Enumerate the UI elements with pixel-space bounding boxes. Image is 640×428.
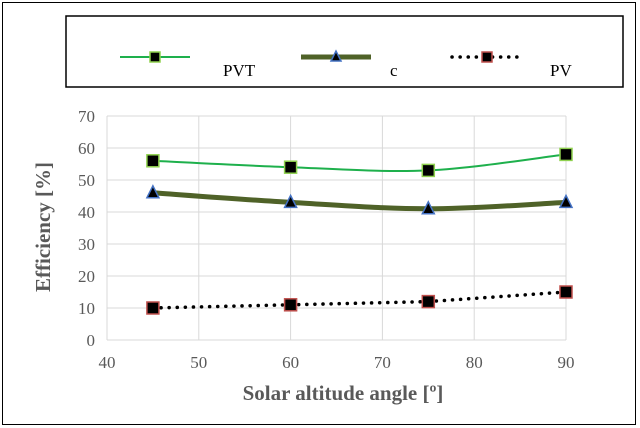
data-point: [421, 163, 436, 178]
legend-label: PVT: [223, 61, 256, 80]
legend: PVT c PV: [120, 49, 572, 80]
y-tick-label: 0: [87, 331, 96, 350]
series-pv: [146, 285, 573, 315]
legend-label: PV: [550, 61, 572, 80]
data-point: [559, 147, 573, 162]
legend-marker: [481, 51, 493, 63]
data-point: [146, 154, 160, 168]
legend-marker: [329, 49, 343, 62]
y-tick-label: 30: [78, 235, 95, 254]
data-point: [421, 200, 436, 215]
data-point: [283, 298, 298, 312]
legend-entry-c: c: [301, 49, 398, 80]
series-pvt: [146, 147, 573, 178]
legend-label: c: [390, 61, 398, 80]
data-point: [145, 184, 161, 199]
x-tick-label: 70: [374, 353, 391, 372]
series-line: [151, 290, 568, 310]
x-tick-label: 90: [558, 353, 575, 372]
series-c: [145, 184, 574, 215]
x-tick-label: 50: [190, 353, 207, 372]
y-tick-label: 20: [78, 267, 95, 286]
x-axis-title: Solar altitude angle [º]: [243, 381, 444, 405]
y-tick-label: 70: [78, 107, 95, 126]
y-tick-label: 40: [78, 203, 95, 222]
series-line: [152, 153, 567, 173]
y-tick-label: 10: [78, 299, 95, 318]
data-point: [146, 301, 160, 315]
data-point: [421, 294, 436, 309]
tick-labels: 0 10 20 30 40 50 60 70 40 50 60 70 80 90: [78, 107, 575, 372]
series-layer: [145, 147, 574, 315]
x-tick-label: 60: [282, 353, 299, 372]
grid: [106, 115, 567, 341]
data-point: [283, 193, 298, 209]
y-axis-title: Efficiency [%]: [31, 162, 55, 292]
x-tick-label: 40: [99, 353, 116, 372]
legend-marker: [149, 51, 161, 63]
data-point: [283, 160, 298, 174]
data-point: [558, 193, 574, 209]
legend-entry-pv: PV: [450, 51, 572, 80]
series-line: [152, 190, 567, 212]
y-tick-label: 50: [78, 171, 95, 190]
legend-entry-pvt: PVT: [120, 51, 256, 80]
y-tick-label: 60: [78, 139, 95, 158]
data-point: [559, 285, 573, 299]
x-tick-label: 80: [466, 353, 483, 372]
